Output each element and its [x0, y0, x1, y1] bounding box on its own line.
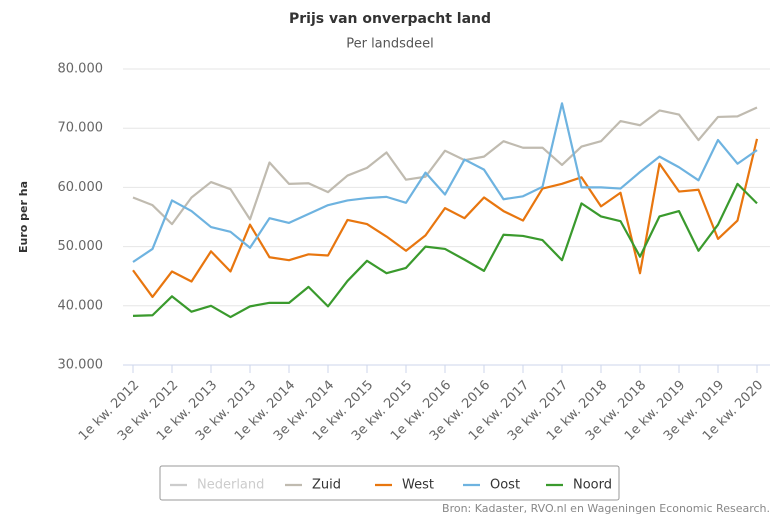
legend-box [159, 465, 620, 501]
y-axis-label: Euro per ha [17, 181, 30, 253]
legend-label[interactable]: Noord [573, 478, 612, 493]
y-tick-label: 80.000 [58, 62, 104, 77]
series-line [132, 182, 758, 319]
credits: Bron: Kadaster, RVO.nl en Wageningen Eco… [442, 502, 770, 515]
y-tick-label: 70.000 [58, 121, 104, 136]
series-line [132, 138, 759, 299]
legend-label[interactable]: West [402, 478, 434, 493]
legend-label[interactable]: Oost [490, 478, 520, 493]
legend-label[interactable]: Nederland [197, 478, 264, 493]
series-line [132, 106, 758, 226]
chart-title: Prijs van onverpacht land [289, 11, 491, 27]
chart-subtitle: Per landsdeel [346, 37, 434, 52]
legend-label[interactable]: Zuid [312, 478, 341, 493]
y-tick-label: 60.000 [58, 180, 104, 195]
y-tick-label: 40.000 [58, 298, 104, 313]
y-tick-label: 30.000 [58, 358, 104, 373]
y-tick-label: 50.000 [58, 239, 104, 254]
series-line [132, 102, 758, 263]
